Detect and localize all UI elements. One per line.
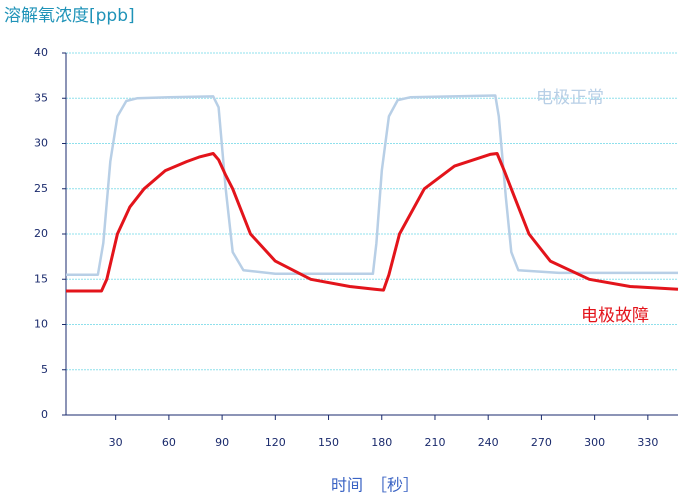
x-tick-label: 90 <box>215 436 229 449</box>
y-tick-label: 20 <box>34 227 48 240</box>
series-line <box>66 152 679 293</box>
x-tick-label: 300 <box>584 436 605 449</box>
y-tick-label: 35 <box>34 91 48 104</box>
chart-title: 溶解氧浓度[ppb] <box>4 6 135 26</box>
x-tick-label: 60 <box>162 436 176 449</box>
y-tick-label: 10 <box>34 318 48 331</box>
y-tick-label: 5 <box>41 363 48 376</box>
x-tick-label: 330 <box>637 436 658 449</box>
series-label: 电极故障 <box>581 306 649 326</box>
x-tick-label: 150 <box>318 436 339 449</box>
series-line <box>66 94 678 276</box>
x-tick-label: 120 <box>265 436 286 449</box>
x-tick-label: 30 <box>109 436 123 449</box>
x-axis-label: 时间 ［秒］ <box>331 476 419 495</box>
x-tick-label: 270 <box>531 436 552 449</box>
x-tick-label: 180 <box>371 436 392 449</box>
x-tick-label: 210 <box>424 436 445 449</box>
series-label: 电极正常 <box>536 88 604 108</box>
y-tick-label: 15 <box>34 272 48 285</box>
y-tick-label: 30 <box>34 137 48 150</box>
y-tick-label: 25 <box>34 182 48 195</box>
y-tick-label: 40 <box>34 46 48 59</box>
y-tick-label: 0 <box>41 408 48 421</box>
x-tick-label: 240 <box>478 436 499 449</box>
